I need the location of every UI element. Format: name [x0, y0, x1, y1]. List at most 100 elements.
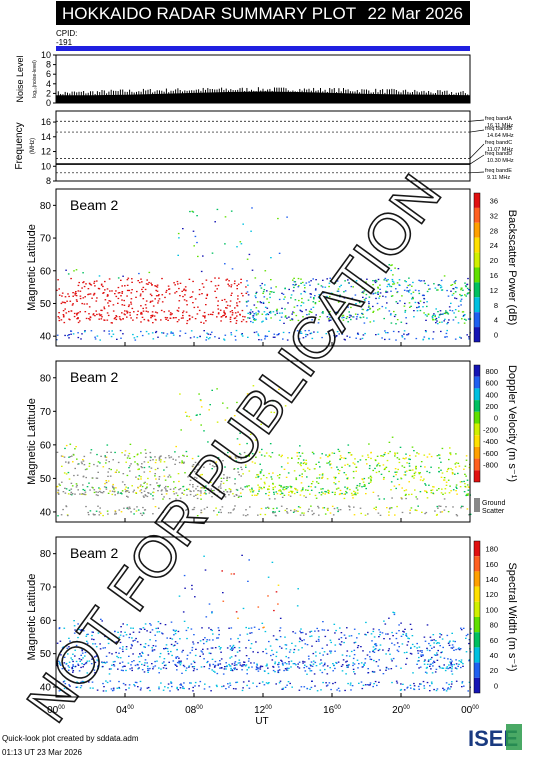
- power-cell: [146, 279, 148, 281]
- width-cell: [135, 637, 137, 640]
- velocity-cell: [160, 490, 163, 492]
- width-cell: [205, 616, 208, 618]
- power-cell: [462, 289, 464, 291]
- width-cell: [124, 665, 126, 667]
- power-cell: [260, 339, 263, 341]
- velocity-cell: [121, 481, 124, 483]
- power-cell: [141, 288, 143, 291]
- power-cell: [260, 302, 262, 304]
- power-cell: [348, 314, 351, 316]
- width-colorbar-tick: 120: [485, 590, 498, 599]
- velocity-cell: [315, 463, 317, 465]
- power-cell: [411, 298, 413, 300]
- power-cell: [352, 286, 354, 288]
- width-cell: [382, 649, 384, 651]
- power-cell: [350, 285, 353, 288]
- velocity-cell: [255, 476, 257, 479]
- power-cell: [286, 339, 289, 341]
- velocity-cell: [107, 475, 109, 477]
- power-cell: [354, 313, 357, 315]
- power-cell: [224, 263, 226, 265]
- power-cell: [372, 293, 374, 295]
- power-cell: [336, 295, 339, 297]
- width-cell: [364, 662, 366, 664]
- width-cell: [205, 640, 208, 643]
- power-cell: [284, 287, 286, 289]
- width-cell: [349, 682, 352, 684]
- power-cell: [448, 306, 451, 308]
- power-cell: [150, 282, 152, 284]
- power-cell: [168, 310, 170, 312]
- power-cell: [385, 290, 387, 292]
- power-cell: [315, 279, 317, 281]
- velocity-cell: [441, 447, 444, 450]
- power-cell: [443, 320, 445, 322]
- width-cell: [92, 631, 94, 633]
- width-cell: [368, 684, 370, 686]
- power-cell: [193, 306, 196, 309]
- velocity-cell: [158, 486, 160, 488]
- power-colorbar-tick: 0: [494, 331, 498, 340]
- power-cell: [112, 310, 115, 312]
- power-cell: [379, 295, 381, 297]
- power-cell: [372, 305, 374, 308]
- power-cell: [182, 228, 184, 230]
- power-cell: [372, 311, 374, 313]
- power-cell: [309, 296, 312, 298]
- power-cell: [142, 286, 145, 289]
- power-cell: [62, 310, 65, 312]
- velocity-cell: [187, 488, 190, 490]
- velocity-cell: [110, 451, 112, 453]
- width-cell: [293, 663, 296, 665]
- power-cell: [127, 305, 130, 308]
- velocity-cell: [210, 489, 212, 491]
- velocity-cell: [388, 470, 390, 473]
- power-cell: [399, 300, 401, 302]
- velocity-cell: [119, 492, 122, 494]
- velocity-cell: [455, 466, 457, 468]
- velocity-cell: [445, 481, 448, 483]
- velocity-ground-label-1: Ground: [482, 500, 505, 507]
- velocity-cell: [423, 454, 426, 456]
- velocity-cell: [192, 486, 194, 488]
- width-cell: [429, 663, 432, 666]
- power-cell: [439, 313, 442, 315]
- power-cell: [305, 333, 307, 336]
- velocity-cell: [246, 514, 249, 516]
- velocity-cell: [260, 469, 263, 471]
- power-cell: [121, 285, 123, 287]
- freq-band-leader: [469, 129, 485, 133]
- power-cell: [320, 285, 323, 287]
- velocity-cell: [367, 454, 369, 456]
- power-cell: [210, 280, 213, 283]
- width-cell: [360, 646, 362, 648]
- width-cell: [172, 660, 175, 662]
- power-cell: [254, 319, 256, 321]
- velocity-cell: [154, 506, 157, 508]
- velocity-cell: [195, 477, 198, 479]
- velocity-cell: [133, 456, 136, 458]
- width-cell: [256, 664, 258, 666]
- width-cell: [371, 640, 373, 642]
- power-cell: [143, 318, 146, 321]
- power-cell: [386, 291, 389, 293]
- power-cell: [421, 294, 424, 297]
- velocity-cell: [339, 493, 342, 495]
- velocity-cell: [405, 457, 407, 459]
- velocity-cell: [372, 491, 375, 493]
- power-cell: [350, 315, 352, 317]
- velocity-cell: [363, 485, 365, 487]
- width-cell: [174, 630, 177, 632]
- power-cell: [317, 296, 320, 299]
- power-cell: [149, 293, 152, 295]
- width-cell: [202, 653, 204, 655]
- velocity-cell: [163, 487, 166, 489]
- width-cell: [325, 682, 327, 684]
- power-cell: [263, 311, 266, 313]
- power-cell: [308, 310, 311, 312]
- x-tick-label: 0400: [116, 705, 134, 716]
- width-cell: [423, 687, 426, 689]
- width-cell: [122, 682, 125, 685]
- power-cell: [73, 270, 75, 272]
- width-cell: [236, 651, 239, 653]
